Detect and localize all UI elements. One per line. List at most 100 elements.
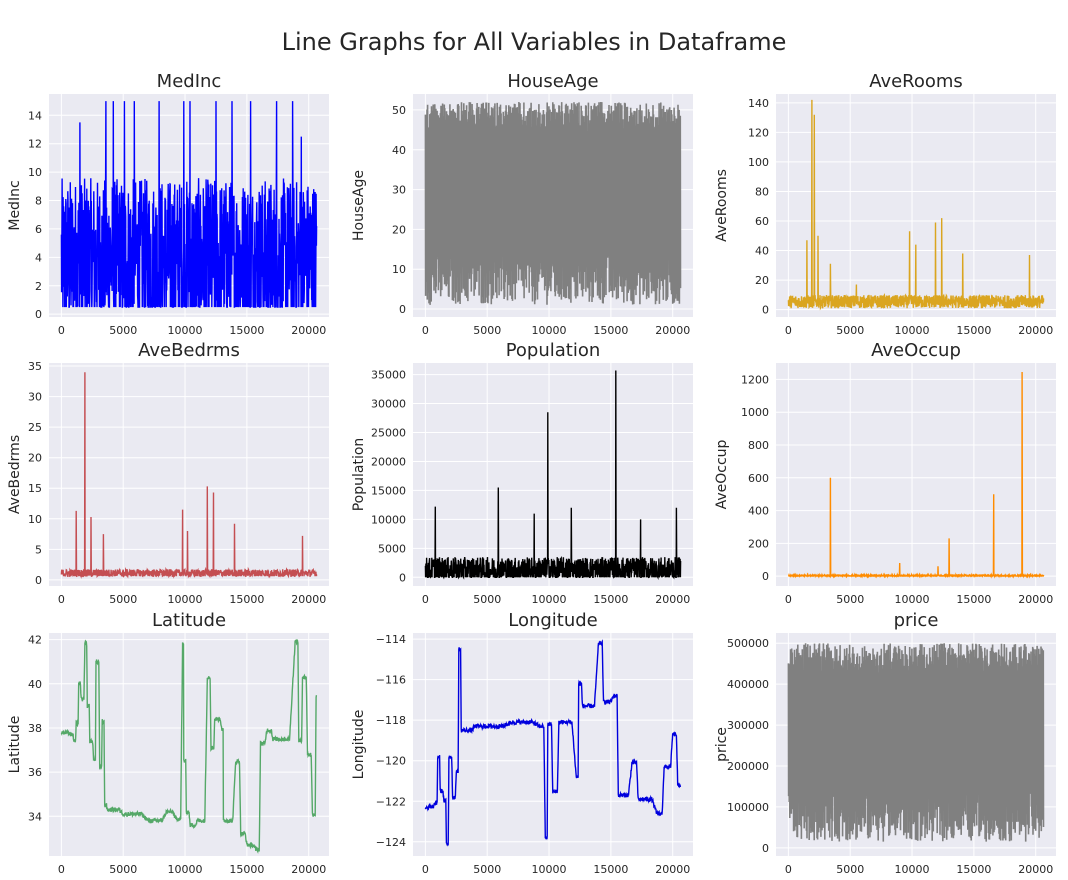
subplot-title: MedInc bbox=[157, 71, 222, 92]
y-axis-label: Latitude bbox=[7, 716, 23, 774]
y-tick-label: 200 bbox=[748, 537, 769, 550]
x-tick-label: 20000 bbox=[291, 324, 326, 337]
y-tick-label: 10000 bbox=[371, 513, 406, 526]
x-tick-label: 15000 bbox=[229, 324, 264, 337]
subplot-population: 0 5000 10000 15000 20000 0 5000 10000 15000 20000… bbox=[351, 340, 693, 606]
y-tick-label: 0 bbox=[35, 574, 42, 587]
y-tick-label: 20 bbox=[392, 223, 406, 236]
y-tick-label: 40 bbox=[755, 245, 769, 258]
subplot-title: AveRooms bbox=[869, 71, 963, 92]
y-tick-label: 10 bbox=[28, 513, 42, 526]
y-tick-label: 80 bbox=[755, 185, 769, 198]
y-tick-label: 10 bbox=[28, 166, 42, 179]
y-tick-label: 8 bbox=[35, 195, 42, 208]
x-tick-label: 5000 bbox=[473, 863, 501, 876]
x-tick-label: 15000 bbox=[956, 593, 991, 606]
x-tick-label: 5000 bbox=[473, 593, 501, 606]
x-tick-label: 20000 bbox=[1018, 863, 1053, 876]
x-tick-label: 5000 bbox=[109, 324, 137, 337]
x-tick-label: 20000 bbox=[655, 324, 690, 337]
y-tick-label: 400 bbox=[748, 505, 769, 518]
x-tick-label: 10000 bbox=[895, 593, 930, 606]
y-axis-label: AveRooms bbox=[714, 169, 730, 242]
y-tick-label: 25000 bbox=[371, 427, 406, 440]
x-tick-label: 20000 bbox=[655, 593, 690, 606]
y-tick-label: 600 bbox=[748, 472, 769, 485]
x-tick-label: 0 bbox=[785, 863, 792, 876]
figure-title: Line Graphs for All Variables in Datafra… bbox=[281, 28, 787, 56]
subplot-longitude: 0 5000 10000 15000 20000 −124 −122 −120 −118 −116… bbox=[351, 610, 693, 876]
subplot-title: Latitude bbox=[152, 610, 226, 631]
x-tick-label: 10000 bbox=[168, 324, 203, 337]
x-tick-label: 10000 bbox=[895, 863, 930, 876]
y-axis-label: MedInc bbox=[7, 180, 23, 230]
x-tick-label: 10000 bbox=[168, 863, 203, 876]
x-tick-label: 20000 bbox=[291, 593, 326, 606]
subplot-avebedrms: 0 5000 10000 15000 20000 0 5 10 15 20 25 30 35 AveBed… bbox=[7, 340, 329, 606]
y-tick-label: −114 bbox=[376, 633, 406, 646]
y-tick-label: 35000 bbox=[371, 369, 406, 382]
y-tick-label: 400000 bbox=[727, 678, 769, 691]
y-tick-label: 20 bbox=[28, 452, 42, 465]
y-tick-label: 12 bbox=[28, 138, 42, 151]
subplot-title: Longitude bbox=[508, 610, 598, 631]
y-tick-label: 34 bbox=[28, 810, 42, 823]
x-tick-label: 10000 bbox=[168, 593, 203, 606]
y-tick-label: 1200 bbox=[741, 373, 769, 386]
x-tick-label: 0 bbox=[58, 324, 65, 337]
x-tick-label: 10000 bbox=[532, 863, 567, 876]
series-line-aveoccup bbox=[787, 371, 1045, 579]
subplot-title: Population bbox=[506, 340, 601, 361]
y-tick-label: 100000 bbox=[727, 801, 769, 814]
y-axis-label: Longitude bbox=[351, 710, 367, 780]
y-tick-label: 100 bbox=[748, 156, 769, 169]
plot-area bbox=[49, 633, 329, 856]
series-line-averooms bbox=[787, 99, 1045, 311]
y-tick-label: 60 bbox=[755, 215, 769, 228]
x-tick-label: 0 bbox=[785, 593, 792, 606]
y-tick-label: 0 bbox=[762, 304, 769, 317]
y-tick-label: 0 bbox=[35, 308, 42, 321]
y-tick-label: 500000 bbox=[727, 637, 769, 650]
x-tick-label: 5000 bbox=[836, 863, 864, 876]
y-tick-label: 35 bbox=[28, 360, 42, 373]
x-tick-label: 15000 bbox=[593, 863, 628, 876]
series-line-longitude bbox=[424, 639, 682, 847]
plot-area bbox=[49, 363, 329, 586]
y-axis-label: price bbox=[714, 727, 730, 762]
y-tick-label: 30 bbox=[392, 184, 406, 197]
y-tick-label: −122 bbox=[376, 795, 406, 808]
y-tick-label: 6 bbox=[35, 223, 42, 236]
x-tick-label: 15000 bbox=[229, 863, 264, 876]
y-tick-label: 120 bbox=[748, 126, 769, 139]
y-tick-label: −116 bbox=[376, 674, 406, 687]
x-tick-label: 5000 bbox=[473, 324, 501, 337]
y-tick-label: −120 bbox=[376, 755, 406, 768]
subplot-houseage: 0 5000 10000 15000 20000 0 10 20 30 40 50 HouseAge H… bbox=[351, 71, 693, 337]
series-line-population bbox=[424, 370, 682, 580]
x-tick-label: 0 bbox=[58, 863, 65, 876]
subplot-title: AveBedrms bbox=[138, 340, 240, 361]
series-line-price bbox=[787, 643, 1045, 842]
y-tick-label: 140 bbox=[748, 97, 769, 110]
x-tick-label: 5000 bbox=[836, 324, 864, 337]
y-tick-label: 0 bbox=[399, 303, 406, 316]
y-tick-label: 42 bbox=[28, 634, 42, 647]
subplot-latitude: 0 5000 10000 15000 20000 34 36 38 40 42 Latitude La… bbox=[7, 610, 329, 876]
subplot-aveoccup: 0 5000 10000 15000 20000 0 200 400 600 800 1000 120… bbox=[714, 340, 1056, 606]
y-tick-label: 0 bbox=[762, 842, 769, 855]
y-axis-label: AveOccup bbox=[714, 439, 730, 509]
plot-area bbox=[776, 363, 1056, 586]
x-tick-label: 5000 bbox=[109, 863, 137, 876]
y-tick-label: 25 bbox=[28, 421, 42, 434]
x-tick-label: 5000 bbox=[836, 593, 864, 606]
series-line-latitude bbox=[60, 639, 318, 854]
subplot-averooms: 0 5000 10000 15000 20000 0 20 40 60 80 100 120 140 Av… bbox=[714, 71, 1056, 337]
x-tick-label: 10000 bbox=[532, 324, 567, 337]
y-tick-label: 20000 bbox=[371, 455, 406, 468]
x-tick-label: 20000 bbox=[291, 863, 326, 876]
y-tick-label: 5000 bbox=[378, 542, 406, 555]
y-tick-label: 40 bbox=[392, 144, 406, 157]
